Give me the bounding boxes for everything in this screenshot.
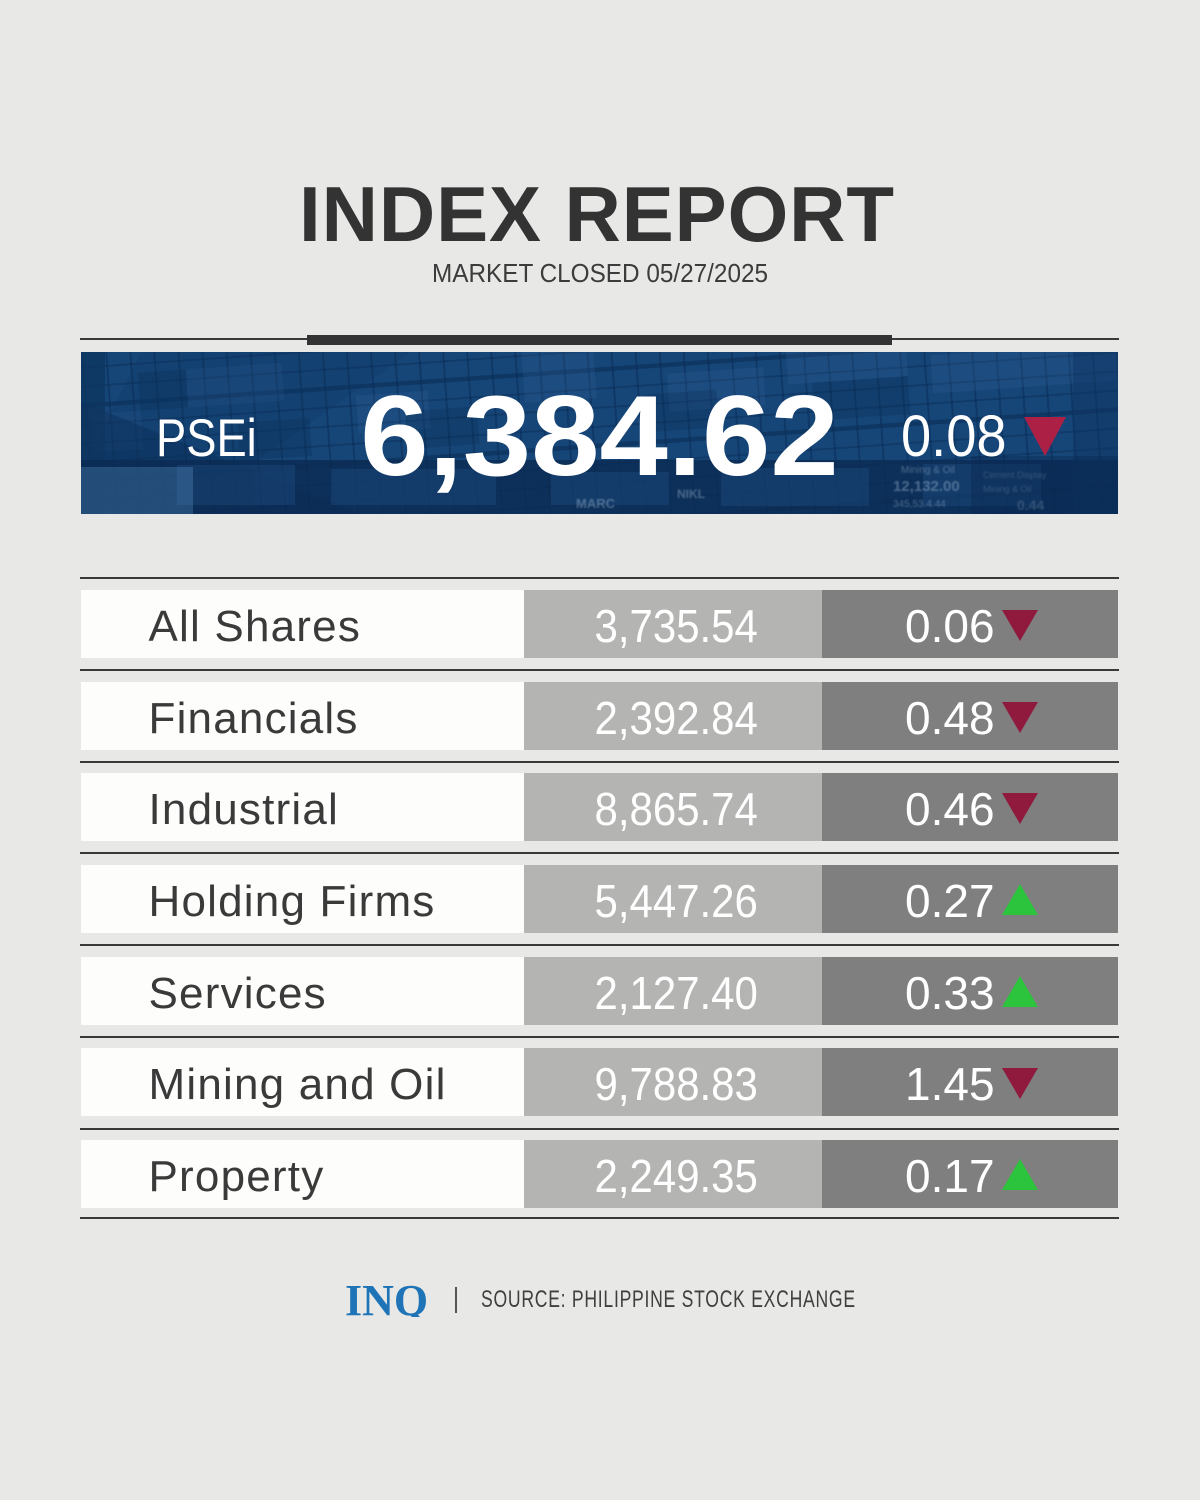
svg-text:NIKL: NIKL [677,487,705,501]
svg-text:12,132.00: 12,132.00 [893,478,960,495]
svg-text:0.44: 0.44 [1017,497,1044,513]
svg-text:Mining & Oil: Mining & Oil [901,465,955,476]
svg-text:Cement Display: Cement Display [983,470,1047,480]
svg-text:345,53.4.44: 345,53.4.44 [893,499,946,510]
svg-text:MARC: MARC [576,496,616,511]
svg-text:Mining & Oil: Mining & Oil [983,484,1032,494]
